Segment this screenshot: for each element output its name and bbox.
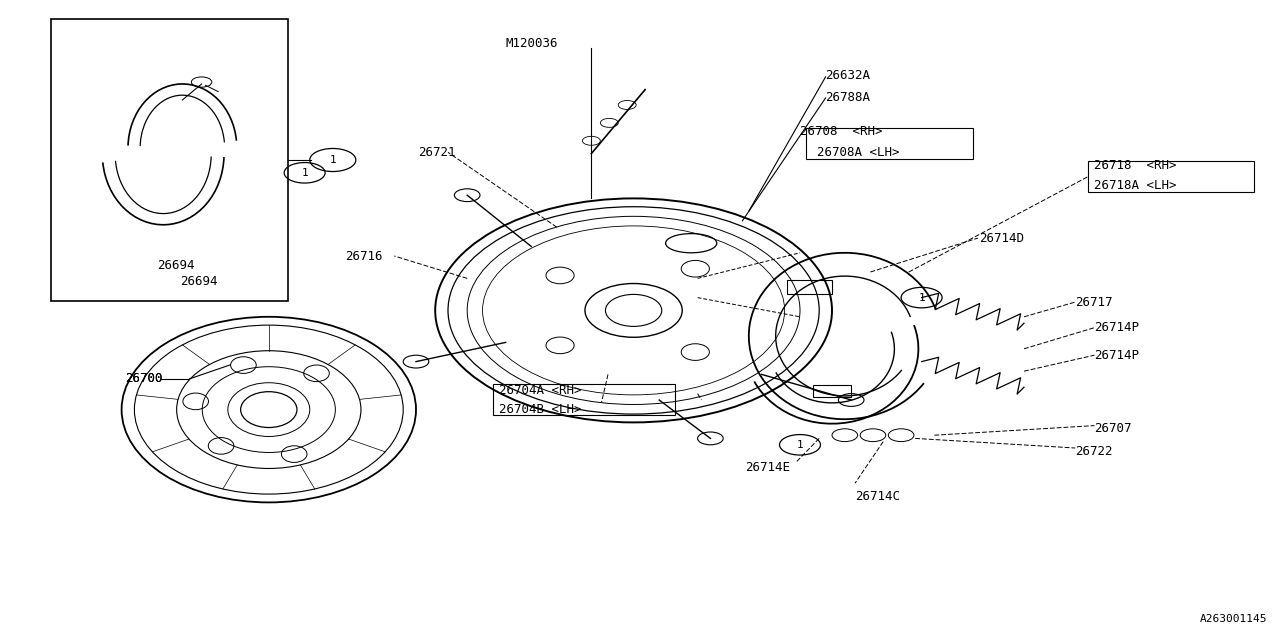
Text: 26704B <LH>: 26704B <LH> bbox=[499, 403, 581, 416]
Bar bbox=[493, 384, 675, 415]
Text: 26700: 26700 bbox=[125, 372, 163, 385]
Text: 26788A: 26788A bbox=[826, 91, 870, 104]
Text: 1: 1 bbox=[329, 155, 337, 165]
Bar bbox=[51, 19, 288, 301]
Bar bbox=[813, 385, 851, 397]
Text: 26632A: 26632A bbox=[826, 69, 870, 82]
Text: 26704A <RH>: 26704A <RH> bbox=[499, 384, 581, 397]
Text: 26714E: 26714E bbox=[745, 461, 790, 474]
Text: 1: 1 bbox=[301, 168, 308, 178]
Text: 26708A <LH>: 26708A <LH> bbox=[817, 146, 899, 159]
Text: A263001145: A263001145 bbox=[1199, 614, 1267, 624]
Text: 26716: 26716 bbox=[346, 250, 383, 262]
Text: M120036: M120036 bbox=[506, 37, 558, 50]
Text: 26718  <RH>: 26718 <RH> bbox=[1094, 159, 1176, 172]
Text: 26714P: 26714P bbox=[1094, 349, 1139, 362]
Text: 26708  <RH>: 26708 <RH> bbox=[800, 125, 882, 138]
Text: 26707: 26707 bbox=[1094, 422, 1132, 435]
Text: 26714D: 26714D bbox=[979, 232, 1024, 244]
Text: 26718A <LH>: 26718A <LH> bbox=[1094, 179, 1176, 192]
Bar bbox=[787, 280, 832, 294]
Bar bbox=[1088, 161, 1254, 192]
Text: 26721: 26721 bbox=[419, 146, 456, 159]
Text: 26717: 26717 bbox=[1075, 296, 1112, 308]
Text: 26694: 26694 bbox=[179, 275, 218, 288]
Text: 1: 1 bbox=[918, 292, 925, 303]
Text: 26722: 26722 bbox=[1075, 445, 1112, 458]
Bar bbox=[806, 128, 973, 159]
Text: 26714P: 26714P bbox=[1094, 321, 1139, 334]
Text: 26714C: 26714C bbox=[855, 490, 900, 502]
Text: 26694: 26694 bbox=[157, 259, 195, 272]
Text: 26700: 26700 bbox=[125, 372, 163, 385]
Text: 1: 1 bbox=[796, 440, 804, 450]
